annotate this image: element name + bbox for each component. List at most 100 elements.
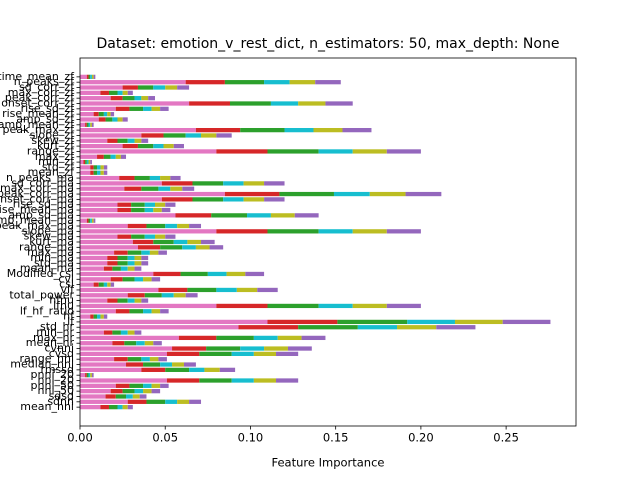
y-tick-label: rise_mean_zf [2, 107, 75, 120]
y-tick-label: vlf [61, 283, 76, 296]
bar-segment [110, 389, 123, 394]
bar-segment [90, 218, 92, 223]
bar-segment [199, 351, 232, 357]
bar-segment [80, 271, 154, 277]
bar-segment [151, 383, 161, 388]
y-tick-label: range_ma [19, 240, 74, 253]
bar-segment [80, 234, 118, 239]
bar-segment [80, 255, 108, 261]
bar-segment [134, 96, 142, 101]
bar-segment [112, 266, 121, 271]
bar-segment [80, 197, 162, 202]
y-tick-label: hfnu [49, 294, 74, 307]
bar-segment [253, 378, 277, 383]
bar-segment [134, 330, 142, 335]
bar-segment [103, 266, 113, 271]
bar-segment [165, 202, 176, 207]
bar-segment [100, 314, 104, 319]
bar-segment [108, 405, 118, 410]
y-tick-label: amp_sd_zf [16, 112, 75, 125]
bar-segment [124, 186, 142, 191]
bar-segment [229, 101, 271, 106]
x-tick-label: 0.25 [493, 431, 519, 445]
bar-segment [90, 165, 94, 170]
bar-segment [243, 181, 265, 186]
bar-segment [161, 293, 174, 298]
bar-segment [195, 245, 210, 250]
bar-segment [105, 117, 113, 122]
bar-segment [352, 149, 387, 154]
bar-segment [267, 303, 319, 309]
bar-segment [325, 101, 353, 106]
y-tick-label: n_peaks_ma [6, 171, 74, 184]
bar-segment [357, 325, 398, 330]
bar-segment [112, 330, 121, 335]
y-tick-label: csi [59, 278, 74, 291]
bar-segment [264, 181, 285, 186]
bar-segment [127, 223, 147, 229]
bar-segment [137, 245, 161, 250]
bar-segment [240, 346, 265, 351]
bar-segment [151, 106, 161, 111]
bar-segment [397, 325, 437, 330]
bar-segment [90, 170, 94, 175]
bar-segment [277, 335, 302, 341]
bar-segment [177, 399, 190, 404]
y-tick-label: range_zf [27, 144, 75, 157]
bar-segment [80, 309, 116, 314]
bar-segment [224, 80, 265, 85]
bar-segment [90, 74, 92, 79]
bar-segment [137, 143, 154, 149]
bar-segment [276, 351, 299, 357]
bar-segment [80, 282, 94, 287]
bar-segment [175, 213, 212, 218]
y-tick-label: mean_hr [26, 336, 75, 349]
bar-segment [80, 159, 84, 165]
bar-segment [146, 223, 166, 229]
bar-segment [153, 239, 174, 245]
bar-segment [141, 255, 149, 261]
y-tick-label: amp_sd_ma [8, 208, 74, 221]
bar-segment [80, 138, 108, 143]
bar-segment [149, 357, 159, 362]
bar-segment [313, 127, 343, 133]
bar-segment [80, 133, 142, 138]
bar-segment [180, 271, 208, 277]
bar-segment [117, 261, 128, 266]
bar-segment [80, 330, 104, 335]
bar-segment [240, 127, 285, 133]
bar-segment [91, 74, 94, 79]
bar-segment [119, 175, 135, 181]
bar-segment [143, 277, 152, 282]
bar-segment [183, 362, 196, 367]
bar-segment [134, 175, 150, 181]
bar-segment [103, 154, 111, 159]
bar-segment [80, 90, 101, 95]
bar-segment [120, 154, 127, 159]
bar-segment [80, 362, 127, 367]
bar-segment [80, 314, 91, 319]
bar-segment [160, 362, 173, 367]
y-tick-label: slope_zf [30, 128, 76, 141]
bar-segment [80, 149, 217, 154]
bar-segment [127, 90, 133, 95]
bar-segment [386, 149, 421, 154]
bar-segment [185, 133, 202, 138]
bar-segment [117, 234, 132, 239]
bar-segment [80, 341, 113, 346]
bar-segment [223, 181, 244, 186]
bar-segment [216, 303, 268, 309]
bar-segment [114, 250, 128, 255]
bar-segment [107, 112, 111, 117]
bar-segment [97, 165, 101, 170]
bar-segment [144, 207, 154, 213]
bar-segment [117, 255, 128, 261]
chart-title: Dataset: emotion_v_rest_dict, n_estimato… [97, 36, 560, 52]
y-tick-label: peak_corr_zf [5, 91, 75, 104]
bar-segment [231, 378, 254, 383]
bar-segment [80, 112, 94, 117]
bar-segment [206, 346, 241, 351]
bar-segment [136, 341, 145, 346]
y-tick-label: mean_zf [28, 166, 75, 179]
bar-segment [318, 229, 353, 234]
